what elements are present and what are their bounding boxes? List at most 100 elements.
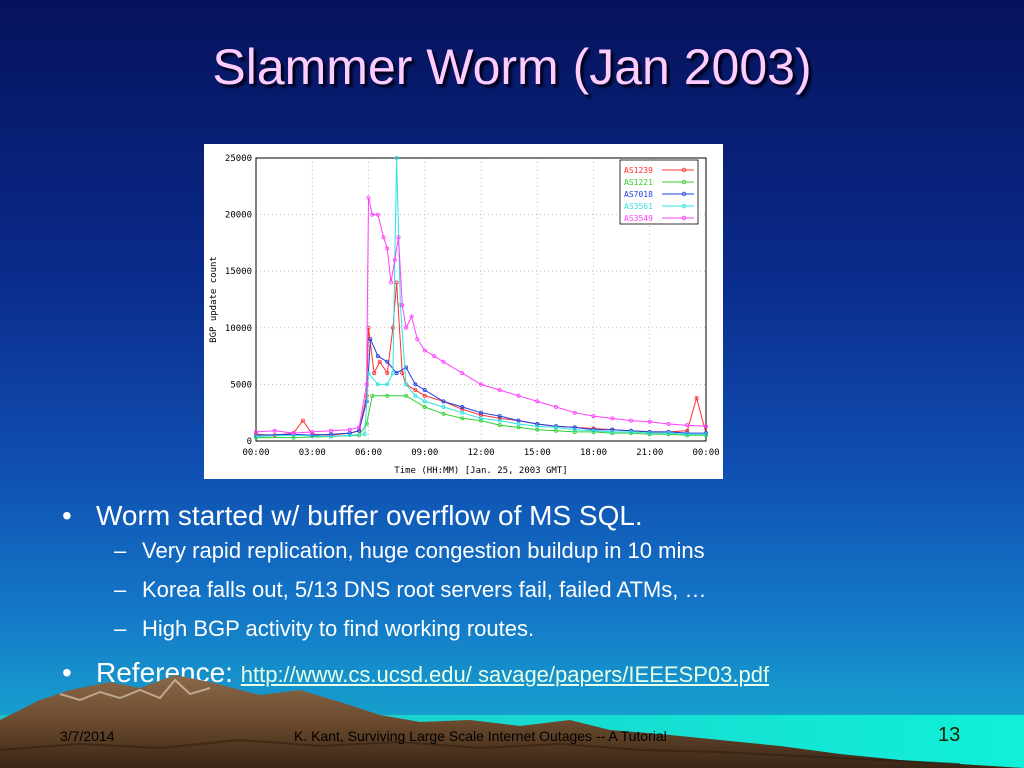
data-point (432, 354, 437, 359)
legend-label: AS3549 (624, 214, 653, 223)
data-point (591, 414, 596, 419)
data-point (272, 428, 277, 433)
data-point (553, 425, 558, 430)
data-point (409, 314, 414, 319)
sub-bullet: – Very rapid replication, huge congestio… (62, 538, 769, 577)
data-point (413, 388, 418, 393)
bullet-dot-icon: • (62, 500, 72, 531)
data-point (400, 303, 405, 308)
legend-marker (681, 215, 687, 221)
data-point (535, 424, 540, 429)
data-point (694, 395, 699, 400)
data-point (497, 423, 502, 428)
data-point (385, 371, 390, 376)
data-point (516, 393, 521, 398)
data-point (441, 399, 446, 404)
data-point (497, 388, 502, 393)
legend-label: AS3561 (624, 202, 653, 211)
y-tick-label: 5000 (230, 380, 252, 390)
bullet-main-text: Worm started w/ buffer overflow of MS SQ… (96, 500, 643, 531)
reference-link[interactable]: http://www.cs.ucsd.edu/ savage/papers/IE… (240, 662, 770, 687)
data-point (460, 410, 465, 415)
data-point (357, 425, 362, 430)
data-point (372, 371, 377, 376)
legend-marker (681, 179, 687, 185)
data-point (441, 359, 446, 364)
data-point (403, 382, 408, 387)
data-point (422, 393, 427, 398)
legend-label: AS1239 (624, 166, 653, 175)
x-tick-label: 18:00 (580, 448, 607, 458)
data-point (572, 427, 577, 432)
data-point (647, 431, 652, 436)
data-point (628, 418, 633, 423)
data-point (394, 280, 399, 285)
data-point (254, 429, 259, 434)
data-point (368, 337, 373, 342)
data-point (478, 410, 483, 415)
bgp-chart-svg: 00:00 03:00 06:00 09:00 12:00 15:00 18:00 21:00… (209, 154, 720, 476)
data-point (300, 418, 305, 423)
data-point (291, 433, 296, 438)
data-point (403, 393, 408, 398)
data-point (441, 411, 446, 416)
data-point (478, 416, 483, 421)
data-point (377, 359, 382, 364)
data-point (370, 212, 375, 217)
y-tick-label: 25000 (225, 154, 252, 164)
bullet-main: • Worm started w/ buffer overflow of MS … (62, 500, 769, 538)
y-tick-label: 10000 (225, 324, 252, 334)
data-point (535, 399, 540, 404)
data-point (422, 348, 427, 353)
data-point (413, 382, 418, 387)
data-point (392, 257, 397, 262)
x-tick-label: 09:00 (411, 448, 438, 458)
slide-title: Slammer Worm (Jan 2003) (212, 39, 812, 95)
data-point (254, 434, 259, 439)
data-point (685, 432, 690, 437)
data-point (396, 235, 401, 240)
footer-title: K. Kant, Surviving Large Scale Internet … (294, 728, 667, 744)
data-point (403, 325, 408, 330)
data-point (329, 428, 334, 433)
data-point (497, 414, 502, 419)
data-point (610, 427, 615, 432)
data-point (422, 405, 427, 410)
legend-marker (681, 203, 687, 209)
legend-marker (681, 191, 687, 197)
page-number: 13 (938, 724, 961, 746)
bullet-dot-icon: • (62, 657, 72, 688)
data-point (460, 416, 465, 421)
data-point (370, 393, 375, 398)
data-point (441, 405, 446, 410)
data-point (572, 429, 577, 434)
data-point (572, 425, 577, 430)
data-point (703, 432, 708, 437)
data-point (610, 429, 615, 434)
data-point (628, 429, 633, 434)
sub-bullet-text: Korea falls out, 5/13 DNS root servers f… (142, 577, 707, 602)
data-point (388, 280, 393, 285)
legend-label: AS7018 (624, 190, 653, 199)
data-point (347, 433, 352, 438)
bullet-reference: • Reference: http://www.cs.ucsd.edu/ sav… (62, 657, 769, 695)
data-point (415, 337, 420, 342)
bullet-list: • Worm started w/ buffer overflow of MS … (62, 500, 769, 695)
dash-icon: – (114, 616, 127, 641)
bgp-update-chart: 00:00 03:00 06:00 09:00 12:00 15:00 18:00 21:00… (204, 144, 723, 479)
data-point (366, 195, 371, 200)
data-point (478, 418, 483, 423)
legend-marker (681, 167, 687, 173)
data-point (497, 416, 502, 421)
data-point (666, 431, 671, 436)
data-point (478, 382, 483, 387)
data-point (385, 246, 390, 251)
data-point (394, 155, 399, 160)
y-axis-label: BGP update count (209, 256, 219, 343)
data-point (390, 371, 395, 376)
data-point (329, 434, 334, 439)
data-point (516, 422, 521, 427)
data-point (666, 422, 671, 427)
data-point (310, 429, 315, 434)
data-point (394, 371, 399, 376)
